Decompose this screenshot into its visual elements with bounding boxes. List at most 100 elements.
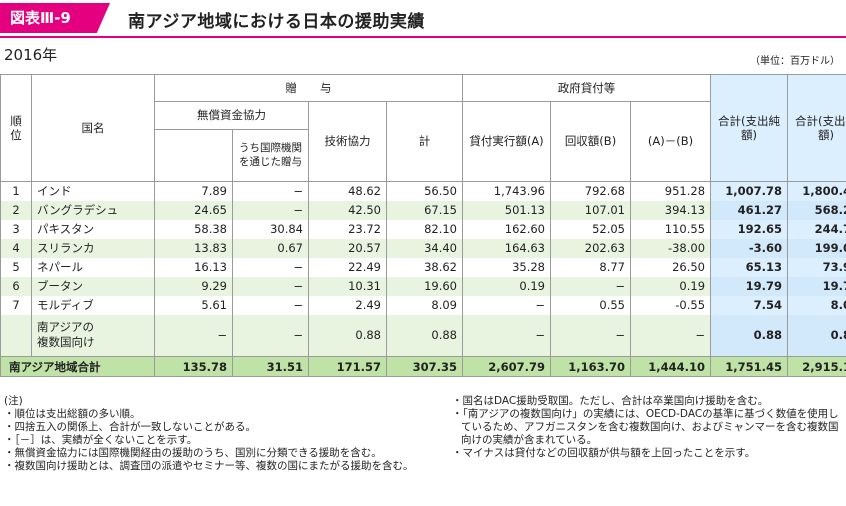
cell-subtotal: 82.10 [386,219,463,239]
cell-rank: 3 [0,219,32,239]
cell-grant-aid: 9.29 [154,276,233,296]
header-rule [0,36,846,38]
cell-total-net: 19.79 [710,276,789,296]
cell-loan-b: − [550,276,631,296]
cell-tech: 20.57 [308,238,387,258]
cell-rank: 2 [0,200,32,220]
cell-total-net: 65.13 [710,257,789,277]
cell-loan-a: 501.13 [462,200,551,220]
cell-tech: 23.72 [308,219,387,239]
cell-tech: 0.88 [308,314,387,357]
cell-total-gross: 244.70 [787,219,846,239]
cell-country: モルディブ [31,295,155,315]
cell-via-intl: − [232,257,309,277]
cell-grant-aid: − [154,314,233,357]
header-loan-recovered: 回収額(B) [550,101,631,182]
cell-total-net: 1,751.45 [710,356,789,377]
cell-subtotal: 0.88 [386,314,463,357]
cell-subtotal: 56.50 [386,181,463,201]
table-row: 4 スリランカ 13.83 0.67 20.57 34.40 164.63 20… [0,238,846,258]
cell-via-intl: − [232,181,309,201]
cell-loan-b: 0.55 [550,295,631,315]
header-loan-group: 政府貸付等 [461,74,712,102]
table-row: 3 パキスタン 58.38 30.84 23.72 82.10 162.60 5… [0,219,846,239]
cell-total-net: 0.88 [710,314,789,357]
note-item: ・複数国向け援助とは、調査団の派遣やセミナー等、複数の国にまたがる援助を含む。 [4,460,414,472]
cell-total-net: 461.27 [710,200,789,220]
cell-total-gross: 568.28 [787,200,846,220]
cell-subtotal: 34.40 [386,238,463,258]
header-total-gross: 合計(支出総額) [787,74,846,182]
table-row: 5 ネパール 16.13 − 22.49 38.62 35.28 8.77 26… [0,257,846,277]
cell-country: バングラデシュ [31,200,155,220]
table-row: 7 モルディブ 5.61 − 2.49 8.09 − 0.55 -0.55 7.… [0,295,846,315]
cell-loan-b: − [550,314,631,357]
cell-loan-net: -0.55 [629,295,712,315]
cell-country: インド [31,181,155,201]
cell-total-net: 1,007.78 [710,181,789,201]
country-line-2: 複数国向け [37,335,95,350]
header-grant-aid-blank [154,129,233,182]
cell-total-net: -3.60 [710,238,789,258]
cell-loan-b: 107.01 [550,200,631,220]
cell-rank [0,314,32,357]
aid-table: 順位 国名 贈 与 政府貸付等 合計(支出純額) 合計(支出総額) 無償資金協力… [0,74,846,377]
year-label: 2016年 [4,46,58,64]
header-country: 国名 [31,74,155,182]
note-item: ・マイナスは貸付などの回収額が供与額を上回ったことを示す。 [452,447,756,459]
cell-loan-net: -38.00 [629,238,712,258]
header-via-intl: うち国際機関を通じた贈与 [232,129,309,182]
header-total-net: 合計(支出純額) [710,74,789,182]
notes-left: (注) ・順位は支出総額の多い順。 ・四捨五入の関係上、合計が一致しないことがあ… [4,395,416,473]
unit-label: （単位：百万ドル） [750,56,840,67]
cell-country: パキスタン [31,219,155,239]
note-item: ・四捨五入の関係上、合計が一致しないことがある。 [4,421,256,433]
cell-loan-a: 0.19 [462,276,551,296]
cell-grant-aid: 135.78 [154,356,233,377]
note-item: ・［－］は、実績が全くないことを示す。 [4,434,198,446]
note-item: ・無償資金協力には国際機関経由の援助のうち、国別に分類できる援助を含む。 [4,447,382,459]
cell-via-intl: 0.67 [232,238,309,258]
cell-loan-b: 202.63 [550,238,631,258]
note-heading: (注) [4,395,23,407]
header-grant-aid: 無償資金協力 [154,101,309,130]
cell-loan-net: 1,444.10 [629,356,712,377]
header-loan-net: (A)－(B) [629,101,712,182]
header-rank: 順位 [0,74,32,182]
cell-grant-aid: 5.61 [154,295,233,315]
figure-title: 南アジア地域における日本の援助実績 [128,12,425,32]
cell-tech: 48.62 [308,181,387,201]
cell-country: 南アジアの 複数国向け [31,314,155,357]
cell-total-gross: 73.90 [787,257,846,277]
cell-via-intl: − [232,295,309,315]
table-row: 6 ブータン 9.29 − 10.31 19.60 0.19 − 0.19 19… [0,276,846,296]
table-row: 2 バングラデシュ 24.65 − 42.50 67.15 501.13 107… [0,200,846,220]
header-loan-disbursed: 貸付実行額(A) [462,101,551,182]
cell-loan-b: 792.68 [550,181,631,201]
cell-grant-aid: 16.13 [154,257,233,277]
cell-loan-net: 951.28 [629,181,712,201]
cell-loan-b: 52.05 [550,219,631,239]
country-line-1: 南アジアの [37,320,95,335]
cell-loan-net: 110.55 [629,219,712,239]
cell-grant-aid: 7.89 [154,181,233,201]
cell-total-net: 192.65 [710,219,789,239]
note-item: ・順位は支出総額の多い順。 [4,408,141,420]
header-tech: 技術協力 [308,101,387,182]
cell-tech: 171.57 [308,356,387,377]
cell-tech: 2.49 [308,295,387,315]
cell-subtotal: 8.09 [386,295,463,315]
cell-loan-a: 1,743.96 [462,181,551,201]
note-item: ・「南アジアの複数国向け」の実績には、OECD-DACの基準に基づく数値を使用し… [452,408,839,446]
header-subtotal: 計 [386,101,463,182]
cell-total-gross: 8.09 [787,295,846,315]
cell-rank: 7 [0,295,32,315]
cell-loan-b: 1,163.70 [550,356,631,377]
cell-total-gross: 1,800.47 [787,181,846,201]
cell-loan-b: 8.77 [550,257,631,277]
cell-tech: 22.49 [308,257,387,277]
cell-loan-a: 35.28 [462,257,551,277]
cell-via-intl: 31.51 [232,356,309,377]
notes-right: ・国名はDAC援助受取国。ただし、合計は卒業国向け援助を含む。 ・「南アジアの複… [452,395,844,460]
table-row: 1 インド 7.89 − 48.62 56.50 1,743.96 792.68… [0,181,846,201]
